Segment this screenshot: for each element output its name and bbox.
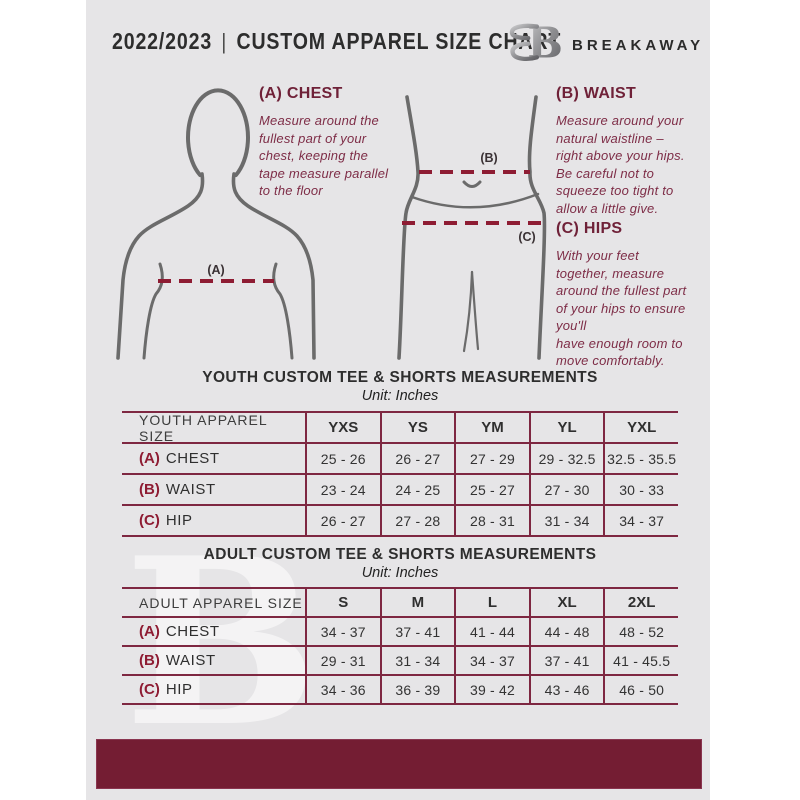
youth-table-unit: Unit: Inches (361, 388, 439, 404)
hips-heading: (C) HIPS (556, 220, 623, 237)
row-prefix: (B) (139, 481, 160, 498)
table-cell: 27 - 28 (379, 506, 455, 537)
waist-instructions: Measure around your natural waistline – … (556, 113, 685, 216)
youth-row-label: (C) HIP (122, 506, 305, 537)
table-cell: 27 - 29 (454, 444, 529, 475)
row-label-text: CHEST (165, 623, 220, 640)
chest-guide: (A) CHEST Measure around the fullest par… (259, 85, 399, 200)
table-cell: 31 - 34 (379, 647, 455, 676)
youth-col-header: YL (528, 413, 604, 444)
table-cell: 31 - 34 (528, 506, 604, 537)
table-cell: 26 - 27 (379, 444, 455, 475)
row-prefix: (C) (139, 512, 160, 529)
row-label-text: HIP (165, 681, 193, 698)
row-label-text: HIP (165, 512, 193, 529)
table-cell: 34 - 36 (305, 676, 380, 705)
page-title: CUSTOM APPAREL SIZE CHART (236, 28, 562, 54)
table-cell: 28 - 31 (454, 506, 529, 537)
row-prefix: (A) (139, 450, 160, 467)
chest-figure-icon: (A) (116, 88, 316, 360)
adult-row-label: (B) WAIST (122, 647, 305, 676)
youth-col-header: YXL (603, 413, 678, 444)
hips-guide: (C) HIPS With your feet together, measur… (556, 220, 702, 370)
table-cell: 25 - 27 (454, 475, 529, 506)
adult-col-header: XL (528, 589, 604, 618)
youth-size-table: YOUTH APPAREL SIZE YXS YS YM YL YXL (A) … (122, 411, 678, 537)
chest-heading: (A) CHEST (259, 85, 343, 102)
youth-col-header: YOUTH APPAREL SIZE (122, 412, 305, 444)
waist-hips-figure-icon: (B) (C) (397, 95, 547, 360)
adult-table-unit: Unit: Inches (361, 565, 439, 581)
chest-instructions: Measure around the fullest part of your … (259, 113, 389, 199)
waist-guide: (B) WAIST Measure around your natural wa… (556, 85, 702, 217)
hips-instructions: With your feet together, measure around … (556, 248, 687, 369)
table-cell: 41 - 45.5 (603, 647, 678, 676)
table-cell: 37 - 41 (528, 647, 604, 676)
row-prefix: (C) (139, 681, 160, 698)
youth-row-label: (B) WAIST (122, 475, 305, 506)
adult-row-label: (C) HIP (122, 676, 305, 705)
waist-marker-label: (B) (480, 151, 497, 165)
table-cell: 44 - 48 (528, 618, 604, 647)
table-cell: 39 - 42 (454, 676, 529, 705)
youth-col-header: YXS (305, 413, 380, 444)
adult-col-header: L (454, 589, 529, 618)
footer-bar (96, 739, 702, 789)
youth-table-title: YOUTH CUSTOM TEE & SHORTS MEASUREMENTS (202, 369, 598, 386)
size-chart-page: B 2022/2023 | CUSTOM APPAREL SIZE CHART … (86, 0, 710, 800)
waist-heading: (B) WAIST (556, 85, 637, 102)
header: 2022/2023 | CUSTOM APPAREL SIZE CHART (112, 28, 561, 55)
adult-col-header: 2XL (603, 589, 678, 618)
table-cell: 34 - 37 (305, 618, 380, 647)
hips-marker-label: (C) (518, 230, 535, 244)
row-label-text: CHEST (165, 450, 220, 467)
adult-row-label: (A) CHEST (122, 618, 305, 647)
adult-col-header: M (379, 589, 455, 618)
table-cell: 26 - 27 (305, 506, 380, 537)
watermark-b-icon: B (124, 508, 319, 778)
table-cell: 41 - 44 (454, 618, 529, 647)
table-cell: 43 - 46 (528, 676, 604, 705)
table-cell: 30 - 33 (603, 475, 678, 506)
table-cell: 34 - 37 (603, 506, 678, 537)
table-cell: 34 - 37 (454, 647, 529, 676)
table-cell: 29 - 31 (305, 647, 380, 676)
row-prefix: (B) (139, 652, 160, 669)
table-cell: 48 - 52 (603, 618, 678, 647)
chest-marker-label: (A) (207, 263, 224, 277)
adult-col-header: S (305, 589, 380, 618)
table-cell: 27 - 30 (528, 475, 604, 506)
header-separator: | (221, 28, 228, 54)
row-label-text: WAIST (165, 652, 216, 669)
table-cell: 25 - 26 (305, 444, 380, 475)
table-cell: 36 - 39 (379, 676, 455, 705)
adult-size-table: ADULT APPAREL SIZE S M L XL 2XL (A) CHES… (122, 587, 678, 705)
table-cell: 23 - 24 (305, 475, 380, 506)
table-cell: 46 - 50 (603, 676, 678, 705)
youth-row-label: (A) CHEST (122, 444, 305, 475)
adult-col-header: ADULT APPAREL SIZE (122, 589, 305, 618)
table-cell: 24 - 25 (379, 475, 455, 506)
brand-name: BREAKAWAY (572, 37, 705, 54)
youth-col-header: YS (379, 413, 455, 444)
breakaway-logo-icon: B (509, 17, 563, 64)
header-season: 2022/2023 (112, 28, 213, 54)
row-prefix: (A) (139, 623, 160, 640)
table-cell: 37 - 41 (379, 618, 455, 647)
table-cell: 32.5 - 35.5 (603, 444, 678, 475)
row-label-text: WAIST (165, 481, 216, 498)
adult-table-title: ADULT CUSTOM TEE & SHORTS MEASUREMENTS (203, 546, 597, 563)
table-cell: 29 - 32.5 (528, 444, 604, 475)
youth-col-header: YM (454, 413, 529, 444)
